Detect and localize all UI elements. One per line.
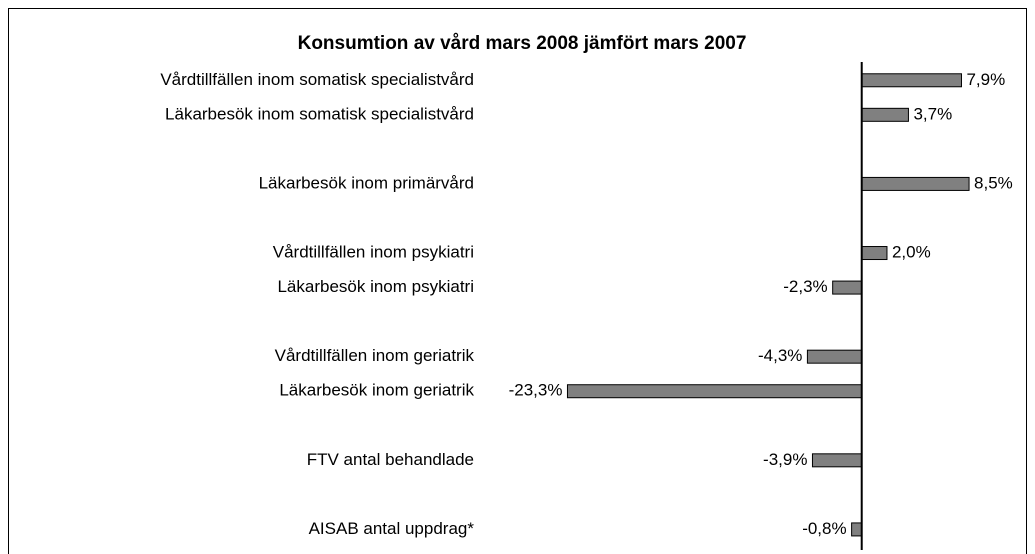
value-label: 8,5% <box>974 173 1013 192</box>
bar <box>861 73 962 88</box>
bar <box>861 246 888 261</box>
value-label: -23,3% <box>509 381 563 400</box>
category-label: Läkarbesök inom primärvård <box>259 173 474 192</box>
bar <box>566 384 863 399</box>
bar <box>832 280 863 295</box>
chart-frame <box>8 8 1027 554</box>
bar <box>851 522 863 537</box>
value-label: 7,9% <box>966 70 1005 89</box>
category-label: AISAB antal uppdrag* <box>309 519 475 538</box>
value-label: -2,3% <box>783 277 827 296</box>
bar <box>811 453 863 468</box>
chart-title: Konsumtion av vård mars 2008 jämfört mar… <box>298 33 747 54</box>
category-label: Vårdtillfällen inom psykiatri <box>273 243 474 262</box>
bar <box>861 176 970 191</box>
bar <box>806 349 863 364</box>
value-label: -0,8% <box>802 519 846 538</box>
category-label: Läkarbesök inom somatisk specialistvård <box>165 104 474 123</box>
category-label: Vårdtillfällen inom geriatrik <box>275 346 475 365</box>
value-label: 3,7% <box>913 104 952 123</box>
category-label: Läkarbesök inom geriatrik <box>279 381 474 400</box>
category-label: Vårdtillfällen inom somatisk specialistv… <box>160 70 474 89</box>
category-label: Läkarbesök inom psykiatri <box>277 277 474 296</box>
value-label: 2,0% <box>892 243 931 262</box>
bar <box>861 107 909 122</box>
category-label: FTV antal behandlade <box>307 450 474 469</box>
value-label: -3,9% <box>763 450 807 469</box>
value-label: -4,3% <box>758 346 802 365</box>
